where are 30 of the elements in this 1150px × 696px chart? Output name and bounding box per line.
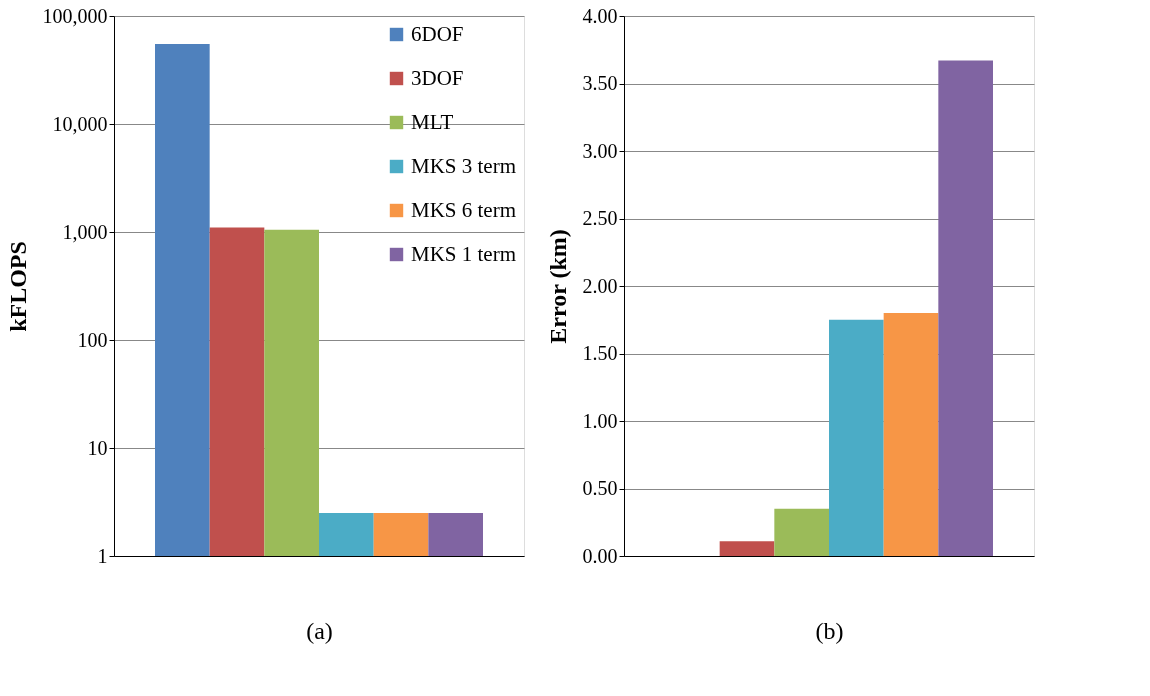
y-tick-label: 1.00	[582, 409, 618, 432]
y-tick-label: 3.50	[582, 72, 618, 94]
bar	[829, 319, 884, 556]
legend-label: MLT	[411, 109, 454, 134]
y-tick-label: 0.00	[582, 544, 618, 567]
x-axis-title: (b)	[815, 617, 844, 644]
legend-label: MKS 3 term	[411, 153, 516, 178]
y-tick-label: 2.00	[582, 274, 618, 297]
bar	[774, 508, 829, 556]
y-tick-label: 2.50	[582, 207, 618, 229]
y-tick-label: 100	[77, 328, 108, 351]
y-tick-label: 3.00	[582, 139, 618, 162]
y-tick-label: 1.50	[582, 342, 618, 364]
y-axis-title: kFLOPS	[4, 241, 31, 332]
bar	[719, 541, 775, 556]
bar	[883, 313, 939, 556]
y-tick-label: 10	[87, 436, 108, 459]
bar	[938, 60, 993, 556]
legend-label: 3DOF	[411, 65, 464, 90]
y-tick-label: 1	[97, 544, 108, 567]
y-tick-label: 1,000	[62, 220, 108, 243]
y-tick-label: 4.00	[582, 4, 618, 27]
y-axis-title: Error (km)	[544, 229, 571, 344]
y-tick-label: 10,000	[52, 112, 108, 135]
legend-label: MKS 6 term	[411, 197, 516, 222]
legend-label: MKS 1 term	[411, 241, 516, 266]
legend-label: 6DOF	[411, 21, 464, 46]
y-tick-label: 0.50	[582, 477, 618, 499]
x-axis-title: (a)	[306, 617, 333, 644]
y-tick-label: 100,000	[42, 4, 108, 27]
